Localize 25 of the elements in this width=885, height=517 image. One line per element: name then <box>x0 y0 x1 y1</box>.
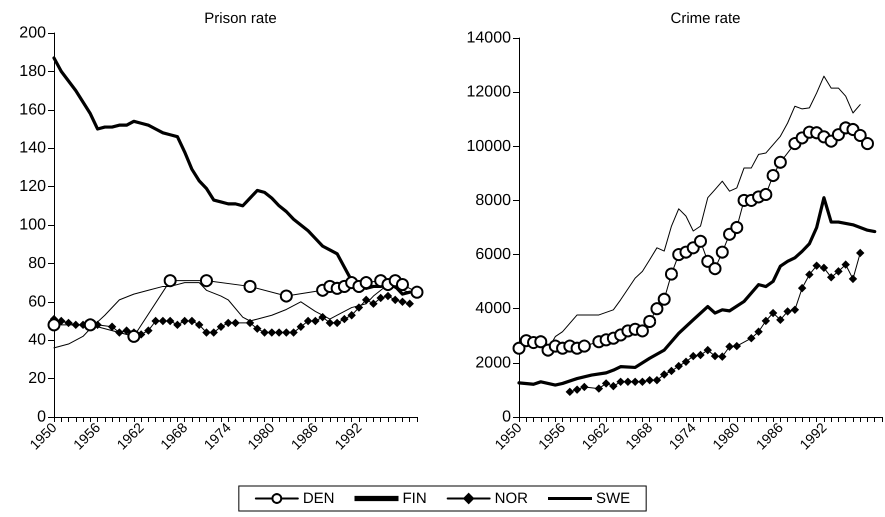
y-tick-label: 0 <box>37 408 46 426</box>
y-tick-label: 100 <box>19 216 46 234</box>
legend-label: SWE <box>596 490 630 507</box>
y-tick-label: 140 <box>19 140 46 157</box>
chart-title: Crime rate <box>670 10 741 27</box>
y-tick-label: 60 <box>28 293 46 310</box>
y-tick-label: 2000 <box>475 354 512 372</box>
y-tick-label: 10000 <box>466 138 512 155</box>
y-tick-label: 160 <box>19 101 46 118</box>
legend-label: DEN <box>302 490 335 507</box>
y-tick-label: 40 <box>28 332 46 349</box>
y-tick-label: 0 <box>502 408 512 426</box>
y-tick-label: 180 <box>19 62 46 80</box>
y-tick-label: 200 <box>19 24 46 42</box>
y-tick-label: 20 <box>28 370 46 388</box>
chart-title: Prison rate <box>204 10 277 27</box>
legend-label: NOR <box>494 490 528 507</box>
y-tick-label: 8000 <box>475 192 512 209</box>
legend-label: FIN <box>402 490 427 507</box>
y-tick-label: 120 <box>19 178 46 196</box>
y-tick-label: 14000 <box>466 30 512 46</box>
y-tick-label: 6000 <box>475 246 512 264</box>
y-tick-label: 12000 <box>466 84 512 101</box>
y-tick-label: 80 <box>28 254 46 272</box>
y-tick-label: 4000 <box>475 300 512 318</box>
